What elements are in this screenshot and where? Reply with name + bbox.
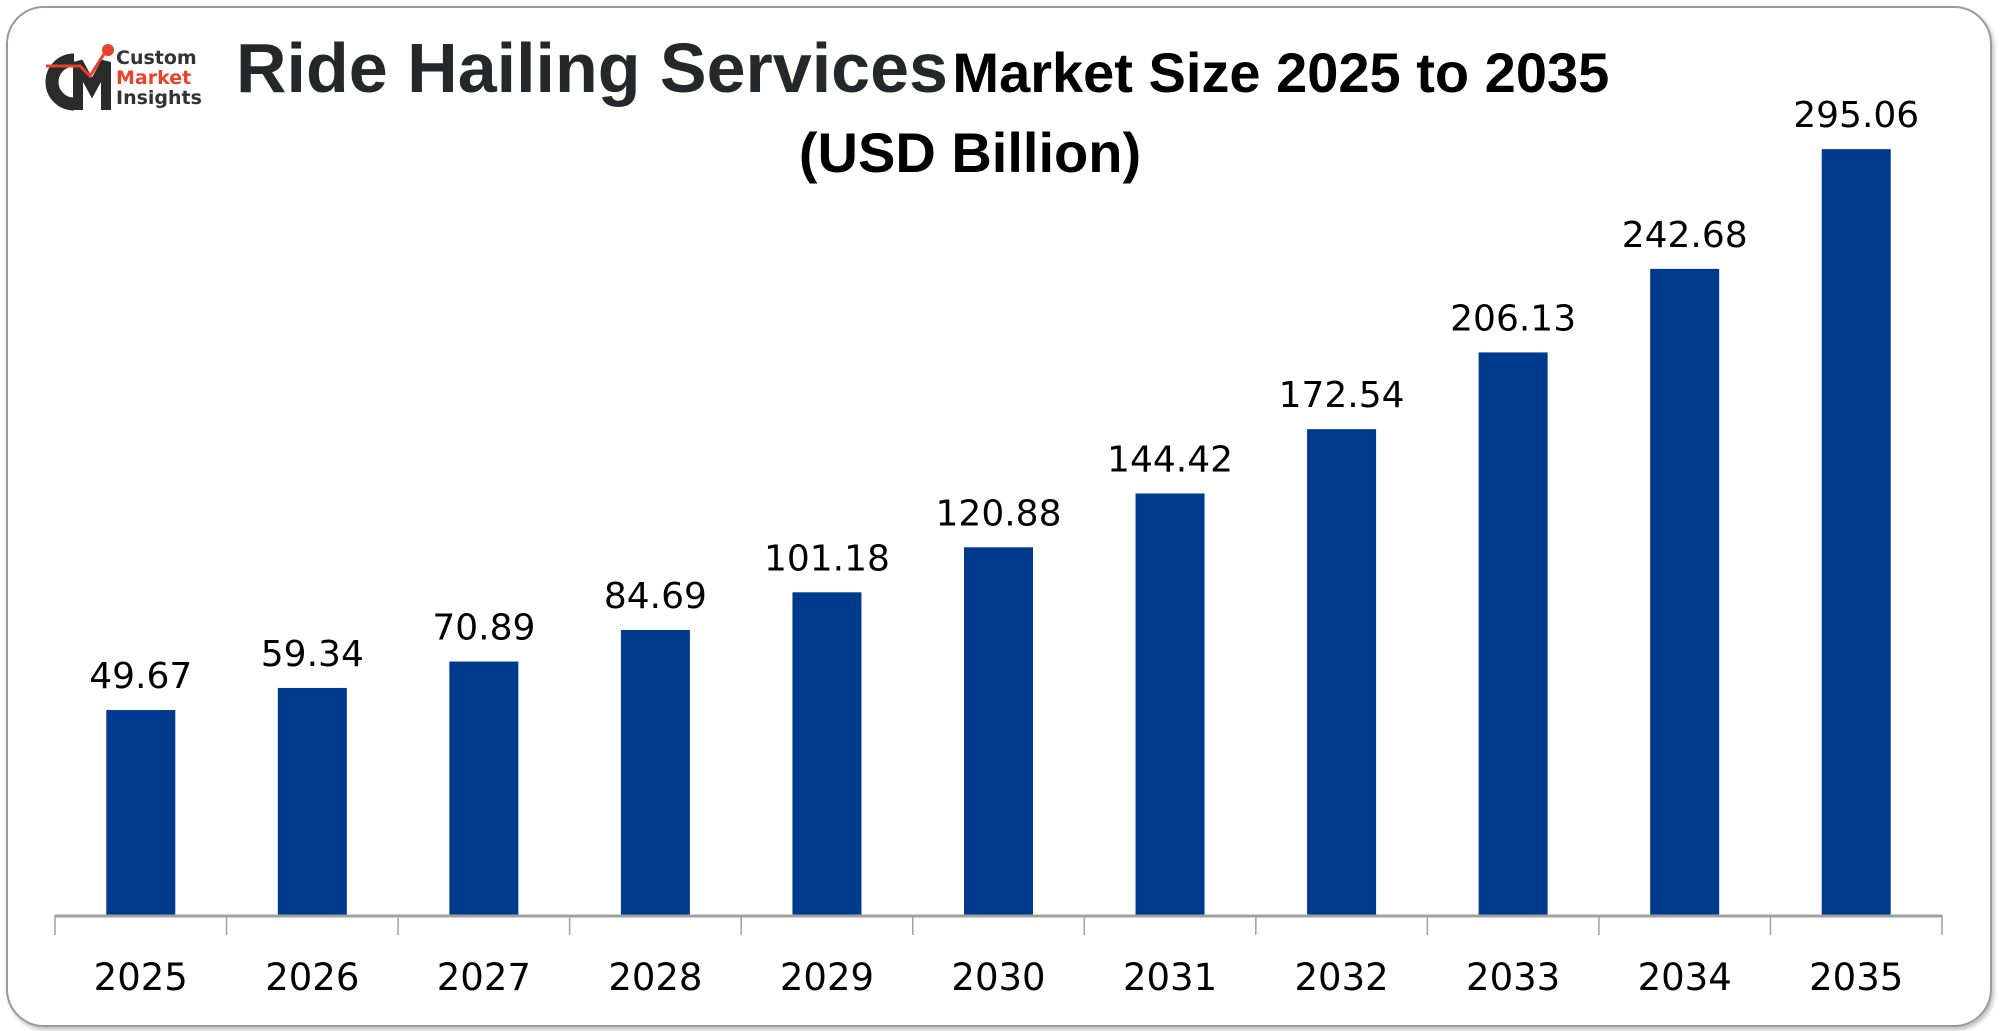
- x-tick-label: 2025: [94, 956, 188, 999]
- bar-2032: [1307, 429, 1377, 915]
- chart-title: Ride Hailing Services Market Size 2025 t…: [236, 28, 1609, 108]
- value-label: 59.34: [261, 634, 364, 675]
- value-label: 120.88: [936, 493, 1062, 534]
- bar-2028: [620, 629, 690, 915]
- logo-line3: Insights: [116, 87, 202, 109]
- value-label: 206.13: [1450, 298, 1576, 339]
- bar-2035: [1821, 149, 1891, 916]
- bar-2026: [277, 687, 347, 915]
- value-label: 70.89: [432, 608, 535, 649]
- value-label: 49.67: [89, 656, 192, 697]
- x-tick-label: 2029: [780, 956, 874, 999]
- x-tick-label: 2026: [265, 956, 359, 999]
- x-tick-label: 2030: [951, 956, 1045, 999]
- bar-2030: [964, 547, 1033, 915]
- bar-2034: [1650, 268, 1720, 916]
- value-label: 144.42: [1107, 439, 1233, 480]
- x-tick-label: 2028: [608, 956, 702, 999]
- x-tick-label: 2027: [437, 956, 531, 999]
- value-label: 172.54: [1279, 375, 1405, 416]
- title-main: Ride Hailing Services: [236, 29, 948, 107]
- bar-2025: [106, 710, 176, 915]
- value-label: 242.68: [1622, 215, 1748, 256]
- chart-frame: [6, 6, 1992, 1027]
- bar-2033: [1478, 352, 1548, 916]
- x-tick-label: 2033: [1466, 956, 1560, 999]
- x-tick-label: 2032: [1295, 956, 1389, 999]
- logo-text: Custom Market Insights: [116, 48, 202, 108]
- x-tick-label: 2035: [1809, 956, 1903, 999]
- x-tick-label: 2031: [1123, 956, 1217, 999]
- bar-2027: [449, 661, 519, 915]
- title-rest: Market Size 2025 to 2035: [952, 41, 1610, 104]
- logo-line1: Custom: [116, 47, 197, 69]
- x-tick-label: 2034: [1638, 956, 1732, 999]
- chart-subtitle: (USD Billion): [798, 121, 1142, 184]
- value-label: 295.06: [1793, 95, 1919, 136]
- value-label: 84.69: [604, 576, 707, 617]
- logo-line2: Market: [116, 67, 192, 89]
- logo: [45, 44, 114, 111]
- bar-2029: [792, 592, 862, 915]
- value-label: 101.18: [764, 538, 890, 579]
- bar-2031: [1135, 493, 1205, 915]
